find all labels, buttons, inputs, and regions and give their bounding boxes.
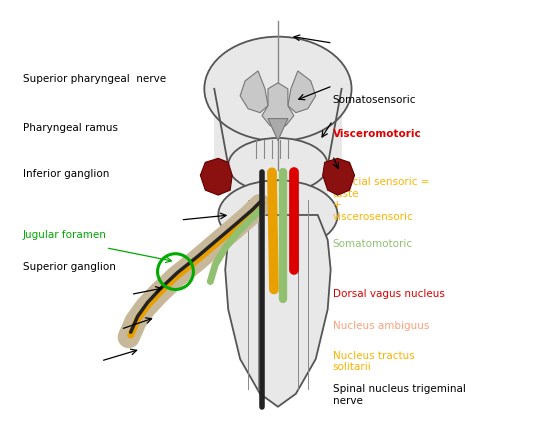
Text: Pharyngeal ramus: Pharyngeal ramus: [22, 123, 118, 133]
Text: Nucleus ambiguus: Nucleus ambiguus: [333, 321, 429, 331]
Ellipse shape: [204, 36, 352, 141]
Text: Somatosensoric: Somatosensoric: [333, 95, 416, 106]
Text: Jugular foramen: Jugular foramen: [22, 230, 107, 240]
Polygon shape: [322, 158, 354, 195]
Text: Nucleus tractus
solitarii: Nucleus tractus solitarii: [333, 351, 415, 372]
Polygon shape: [262, 83, 294, 128]
Polygon shape: [228, 165, 328, 215]
Polygon shape: [288, 71, 316, 113]
Polygon shape: [200, 158, 232, 195]
Text: Visceromotoric: Visceromotoric: [333, 129, 422, 139]
Ellipse shape: [218, 180, 337, 250]
Polygon shape: [268, 119, 288, 140]
Text: Spinal nucleus trigeminal
nerve: Spinal nucleus trigeminal nerve: [333, 385, 466, 406]
Text: Superior ganglion: Superior ganglion: [22, 262, 116, 272]
Text: Special sensoric =
taste
+
viscerosensoric: Special sensoric = taste + viscerosensor…: [333, 177, 429, 222]
Polygon shape: [240, 71, 268, 113]
Text: Inferior ganglion: Inferior ganglion: [22, 169, 109, 179]
Text: Superior pharyngeal  nerve: Superior pharyngeal nerve: [22, 74, 166, 84]
Text: Dorsal vagus nucleus: Dorsal vagus nucleus: [333, 289, 445, 299]
Polygon shape: [214, 89, 342, 165]
Ellipse shape: [228, 138, 328, 192]
Polygon shape: [225, 215, 330, 407]
Text: Somatomotoric: Somatomotoric: [333, 239, 413, 248]
